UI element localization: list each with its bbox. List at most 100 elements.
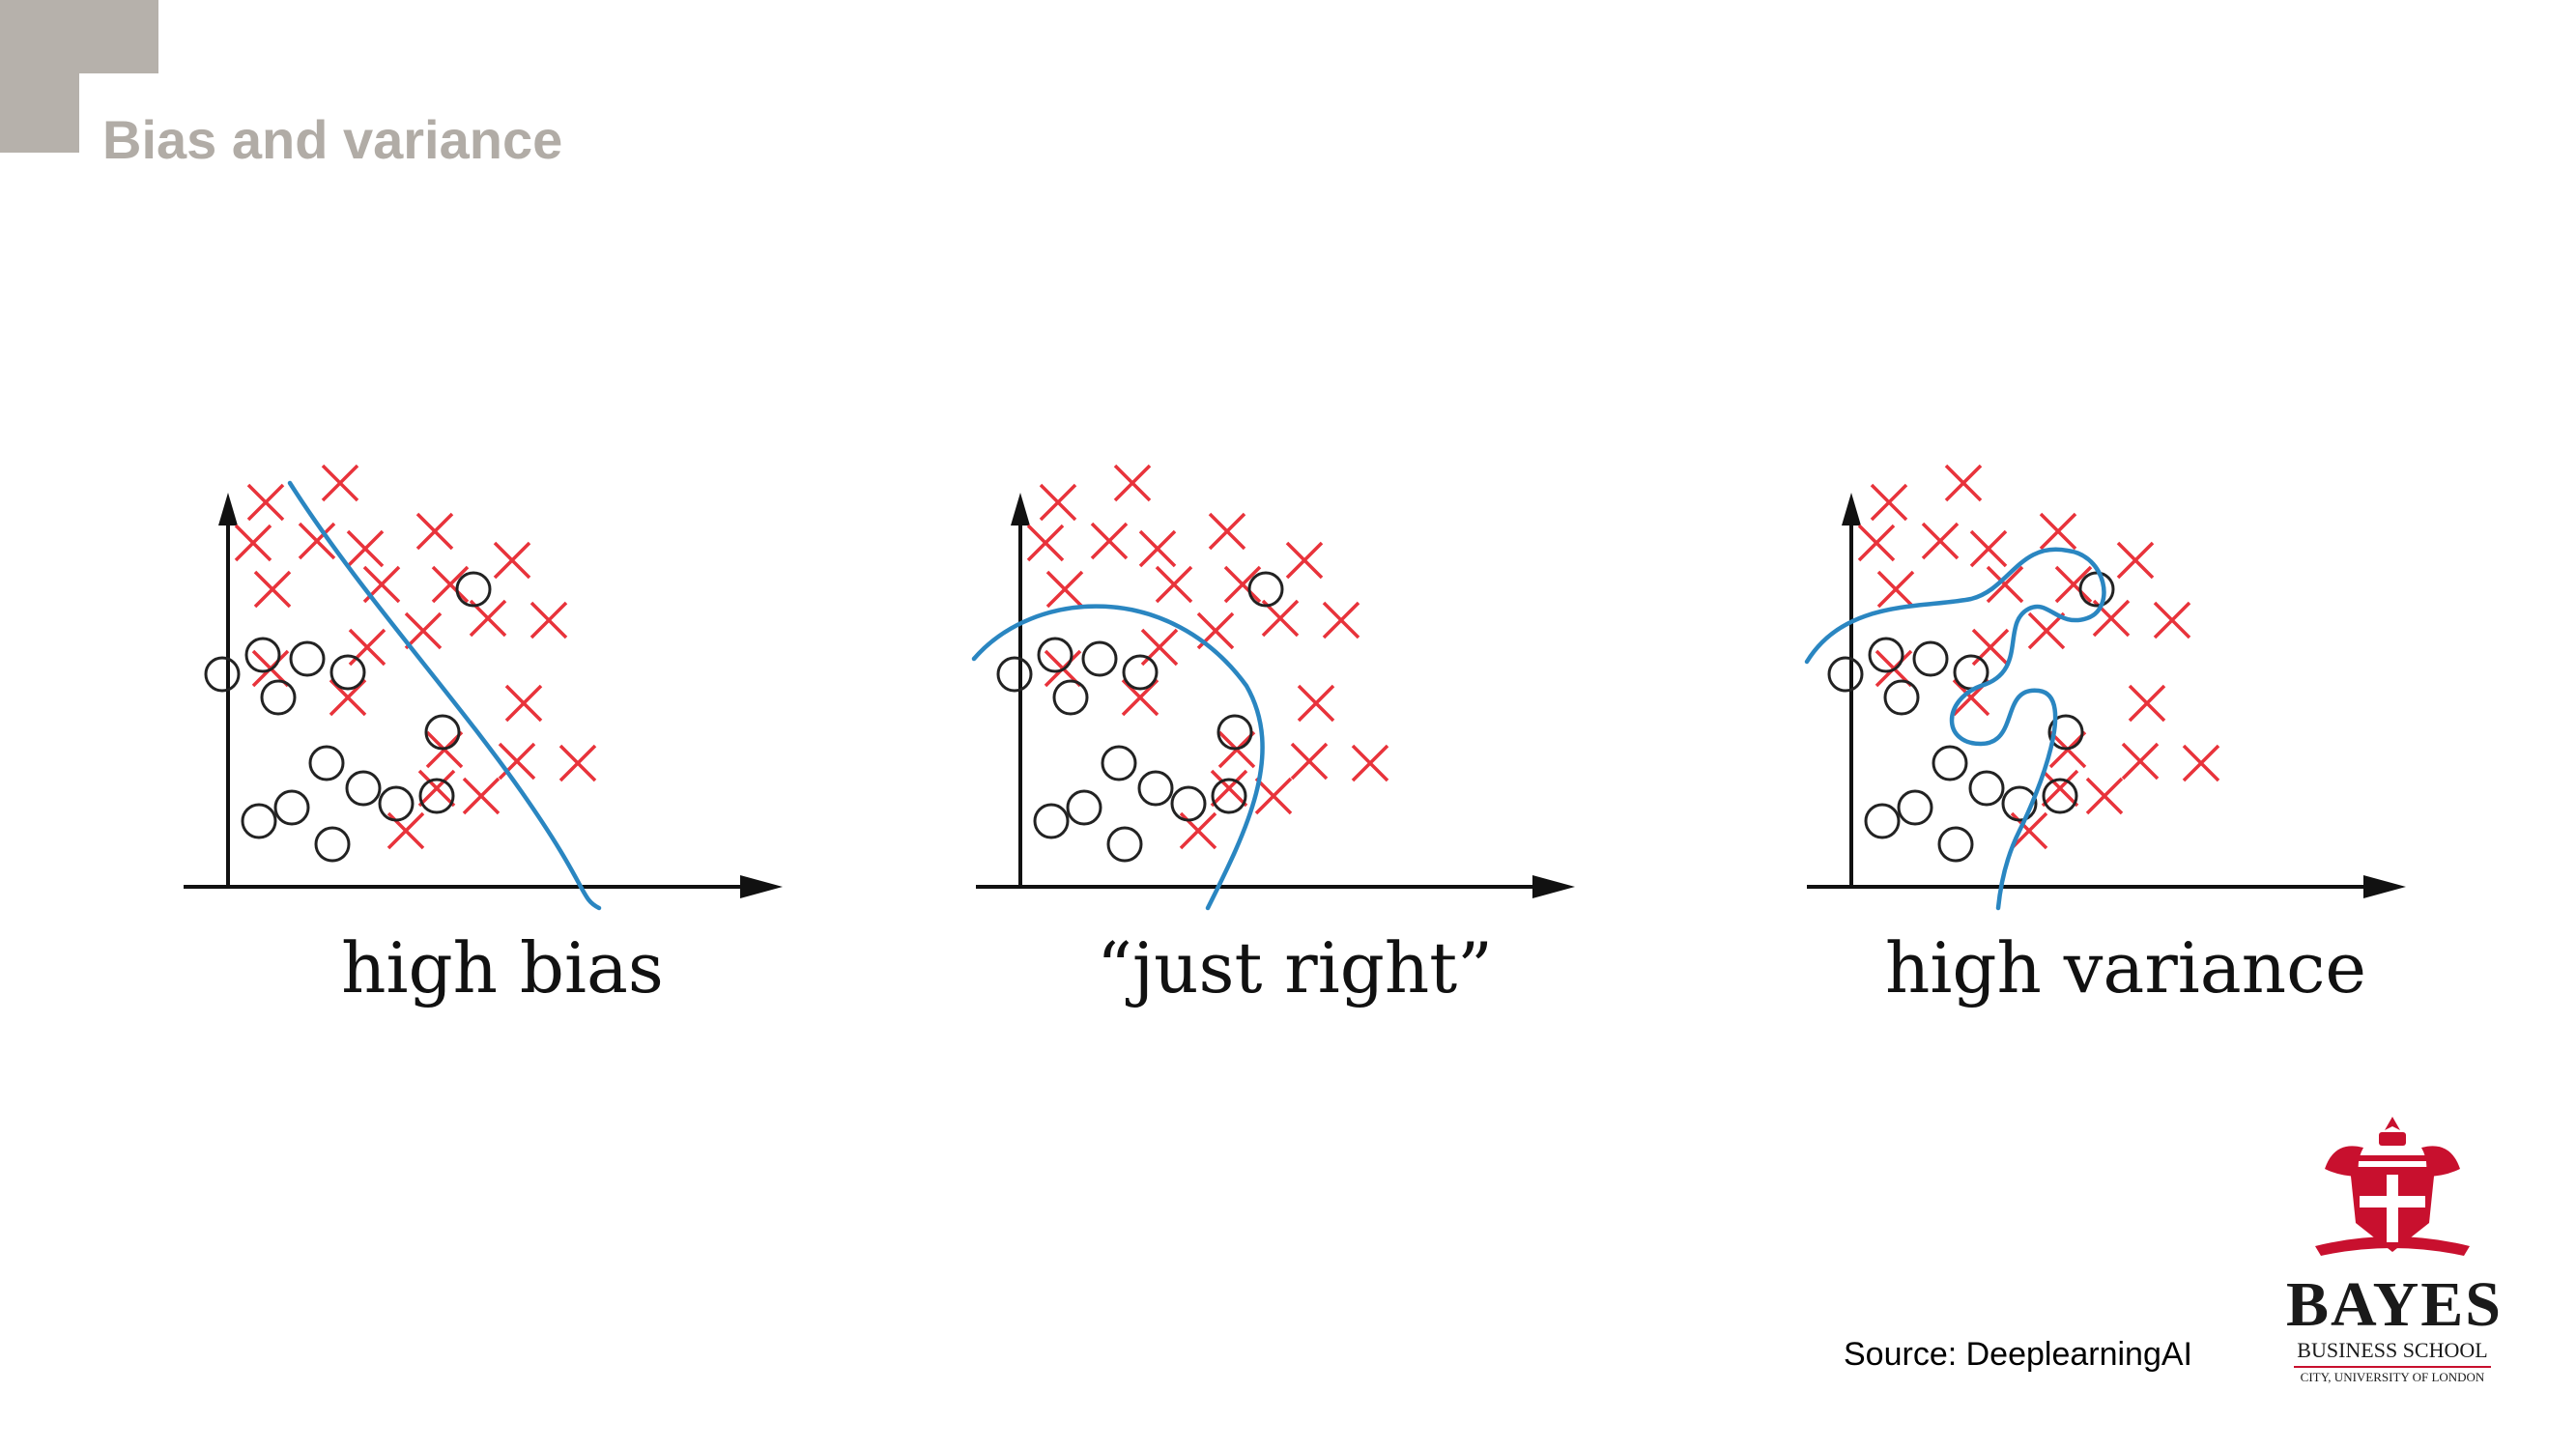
circle-marker bbox=[204, 656, 241, 693]
cross-marker bbox=[1986, 565, 2024, 604]
panel-label: high bias bbox=[341, 927, 664, 1009]
cross-marker bbox=[321, 464, 359, 502]
circle-marker bbox=[1066, 789, 1102, 826]
circle-marker bbox=[1033, 803, 1070, 839]
circle-marker bbox=[2042, 778, 2078, 814]
cross-marker bbox=[2085, 777, 2124, 815]
circle-marker bbox=[424, 714, 461, 751]
cross-marker bbox=[234, 524, 272, 562]
logo-divider bbox=[2294, 1366, 2491, 1368]
circle-marker bbox=[1106, 826, 1143, 863]
bayes-logo: BAYES BUSINESS SCHOOL CITY, UNIVERSITY O… bbox=[2286, 1111, 2504, 1391]
logo-name: BAYES bbox=[2286, 1269, 2504, 1340]
circle-marker bbox=[1868, 637, 1904, 673]
corner-accent-lower bbox=[0, 73, 79, 153]
just-right-plot bbox=[971, 464, 1575, 911]
cross-marker bbox=[1140, 628, 1179, 667]
cross-marker bbox=[415, 512, 454, 551]
cross-marker bbox=[493, 541, 531, 580]
cross-marker bbox=[1944, 464, 1983, 502]
circle-marker bbox=[418, 778, 455, 814]
cross-marker bbox=[1921, 522, 1960, 560]
circle-marker bbox=[345, 770, 382, 807]
x-axis-arrow bbox=[740, 875, 783, 898]
circle-marker bbox=[260, 679, 297, 716]
panel-high-bias: high bias bbox=[164, 444, 841, 1043]
panel-high-variance: high variance bbox=[1788, 444, 2464, 1043]
panel-just-right: “just right” bbox=[957, 444, 1633, 1043]
cross-marker bbox=[298, 522, 336, 560]
decision-boundary bbox=[287, 480, 602, 911]
cross-marker bbox=[1090, 522, 1129, 560]
cross-marker bbox=[1876, 570, 1915, 609]
cross-marker bbox=[2041, 769, 2079, 808]
circle-marker bbox=[996, 656, 1033, 693]
circle-marker bbox=[308, 745, 345, 781]
x-axis-arrow bbox=[2363, 875, 2406, 898]
cross-marker bbox=[1969, 529, 2008, 568]
cross-marker bbox=[1208, 512, 1246, 551]
cross-marker bbox=[1290, 742, 1329, 781]
cross-marker bbox=[417, 769, 456, 808]
cross-marker bbox=[1322, 601, 1360, 639]
cross-marker bbox=[2039, 512, 2077, 551]
cross-marker bbox=[2121, 742, 2160, 781]
cross-marker bbox=[530, 601, 568, 639]
cross-marker bbox=[431, 565, 470, 604]
slide-title: Bias and variance bbox=[102, 109, 563, 170]
circle-marker bbox=[1247, 571, 1284, 608]
circle-marker bbox=[273, 789, 310, 826]
cross-marker bbox=[1026, 524, 1065, 562]
circle-marker bbox=[1937, 826, 1974, 863]
circle-marker bbox=[1827, 656, 1864, 693]
cross-marker bbox=[1351, 744, 1389, 782]
circle-marker bbox=[314, 826, 351, 863]
cross-marker bbox=[558, 744, 597, 782]
panel-label: “just right” bbox=[1097, 927, 1493, 1009]
cross-marker bbox=[2182, 744, 2220, 782]
cross-marker bbox=[1254, 777, 1293, 815]
cross-marker bbox=[348, 628, 386, 667]
cross-marker bbox=[1285, 541, 1324, 580]
cross-marker bbox=[1138, 529, 1177, 568]
cross-marker bbox=[1113, 464, 1152, 502]
circle-marker bbox=[289, 640, 326, 677]
cross-marker bbox=[404, 611, 443, 650]
y-axis-arrow bbox=[1011, 493, 1030, 526]
y-axis-arrow bbox=[1842, 493, 1861, 526]
cross-marker bbox=[2128, 684, 2166, 723]
circle-marker bbox=[2078, 571, 2115, 608]
cross-marker bbox=[504, 684, 543, 723]
cross-marker bbox=[1870, 483, 1908, 522]
source-credit: Source: DeeplearningAI bbox=[1844, 1336, 2193, 1373]
circle-marker bbox=[1101, 745, 1137, 781]
circle-marker bbox=[378, 785, 415, 822]
circle-marker bbox=[1037, 637, 1073, 673]
x-axis-arrow bbox=[1532, 875, 1575, 898]
decision-boundary bbox=[971, 604, 1265, 911]
circle-marker bbox=[329, 654, 366, 691]
cross-marker bbox=[2027, 611, 2066, 650]
panel-label: high variance bbox=[1884, 927, 2367, 1009]
circle-marker bbox=[1170, 785, 1207, 822]
high-bias-plot bbox=[184, 464, 783, 911]
cross-marker bbox=[1210, 769, 1248, 808]
circle-marker bbox=[1968, 770, 2005, 807]
cross-marker bbox=[253, 570, 292, 609]
circle-marker bbox=[2047, 714, 2084, 751]
circle-marker bbox=[241, 803, 277, 839]
corner-accent bbox=[0, 0, 158, 73]
cross-marker bbox=[2116, 541, 2155, 580]
y-axis-arrow bbox=[218, 493, 238, 526]
cross-marker bbox=[1857, 524, 1896, 562]
cross-marker bbox=[1039, 483, 1077, 522]
circle-marker bbox=[1081, 640, 1118, 677]
circle-marker bbox=[1897, 789, 1933, 826]
cross-marker bbox=[2153, 601, 2191, 639]
logo-subtitle: BUSINESS SCHOOL bbox=[2297, 1338, 2488, 1362]
cross-marker bbox=[498, 742, 536, 781]
circle-marker bbox=[1912, 640, 1949, 677]
high-variance-plot bbox=[1804, 464, 2406, 911]
circle-marker bbox=[1216, 714, 1253, 751]
circle-marker bbox=[1122, 654, 1159, 691]
